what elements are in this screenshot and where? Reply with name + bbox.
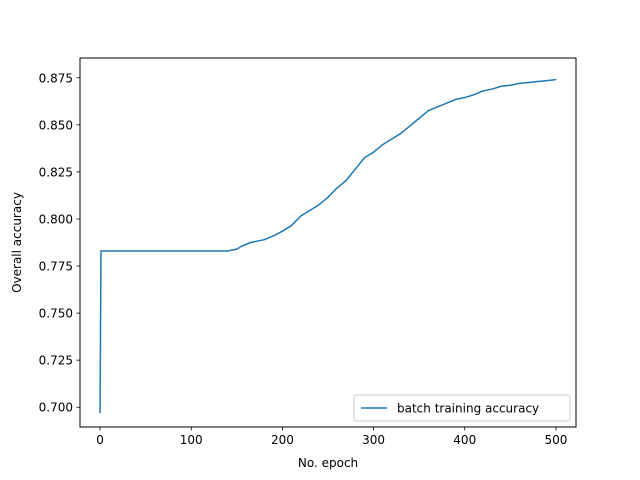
data-point <box>345 179 347 181</box>
data-point <box>509 84 511 86</box>
data-point <box>555 79 557 81</box>
x-axis-label: No. epoch <box>298 456 358 470</box>
data-point <box>409 125 411 127</box>
data-point <box>108 250 110 252</box>
data-point <box>537 80 539 83</box>
data-point <box>372 151 375 153</box>
data-point <box>473 94 475 96</box>
x-tick-label: 200 <box>271 433 294 447</box>
data-point <box>464 96 466 99</box>
data-point <box>336 187 338 189</box>
data-point <box>418 117 420 119</box>
tick-layer: 0 100 200 300 400 500 0.700 0.725 0.750 0.775 0.80… <box>39 71 568 447</box>
data-point <box>482 90 484 92</box>
data-point <box>245 243 247 245</box>
data-point <box>455 98 457 101</box>
y-tick-label: 0.850 <box>39 118 73 132</box>
y-axis-label: Overall accuracy <box>10 192 24 293</box>
data-point <box>327 196 329 198</box>
legend-label: batch training accuracy <box>397 402 539 416</box>
data-point <box>263 239 265 241</box>
y-tick-label: 0.700 <box>39 401 73 415</box>
data-point <box>363 157 366 159</box>
y-tick-label: 0.825 <box>39 165 73 179</box>
data-point <box>518 82 521 85</box>
x-tick-label: 400 <box>453 433 476 447</box>
x-tick-label: 500 <box>544 433 567 447</box>
data-point <box>354 168 356 170</box>
data-point <box>290 224 293 227</box>
data-point <box>309 209 311 212</box>
data-point <box>527 81 530 84</box>
y-tick-label: 0.725 <box>39 354 73 368</box>
y-tick-label: 0.775 <box>39 260 73 274</box>
data-point <box>445 102 448 104</box>
data-point <box>400 132 402 134</box>
legend: batch training accuracy <box>353 394 571 422</box>
data-point <box>382 144 384 146</box>
data-point <box>436 106 439 108</box>
y-tick-label: 0.800 <box>39 212 73 226</box>
data-point <box>391 138 393 140</box>
data-point <box>227 250 229 252</box>
data-point <box>300 215 302 217</box>
data-point <box>100 250 102 252</box>
legend-box <box>353 394 571 422</box>
y-tick-label: 0.750 <box>39 307 73 321</box>
data-point <box>546 79 548 82</box>
y-tick-label: 0.875 <box>39 71 73 85</box>
data-point <box>231 249 233 251</box>
data-point <box>318 204 320 206</box>
data-point <box>427 110 429 112</box>
data-point <box>145 250 147 252</box>
x-tick-label: 100 <box>180 433 203 447</box>
data-point <box>240 245 242 247</box>
data-point <box>190 250 192 252</box>
data-point <box>491 88 493 90</box>
x-tick-label: 0 <box>96 433 104 447</box>
data-point <box>254 240 256 243</box>
data-point <box>500 85 502 87</box>
data-point <box>249 241 252 244</box>
plot-frame <box>79 57 577 428</box>
data-point <box>99 412 101 414</box>
data-point <box>272 235 274 237</box>
data-point <box>236 248 238 250</box>
series-layer <box>99 78 557 414</box>
data-point <box>281 230 284 232</box>
x-tick-label: 300 <box>362 433 385 447</box>
